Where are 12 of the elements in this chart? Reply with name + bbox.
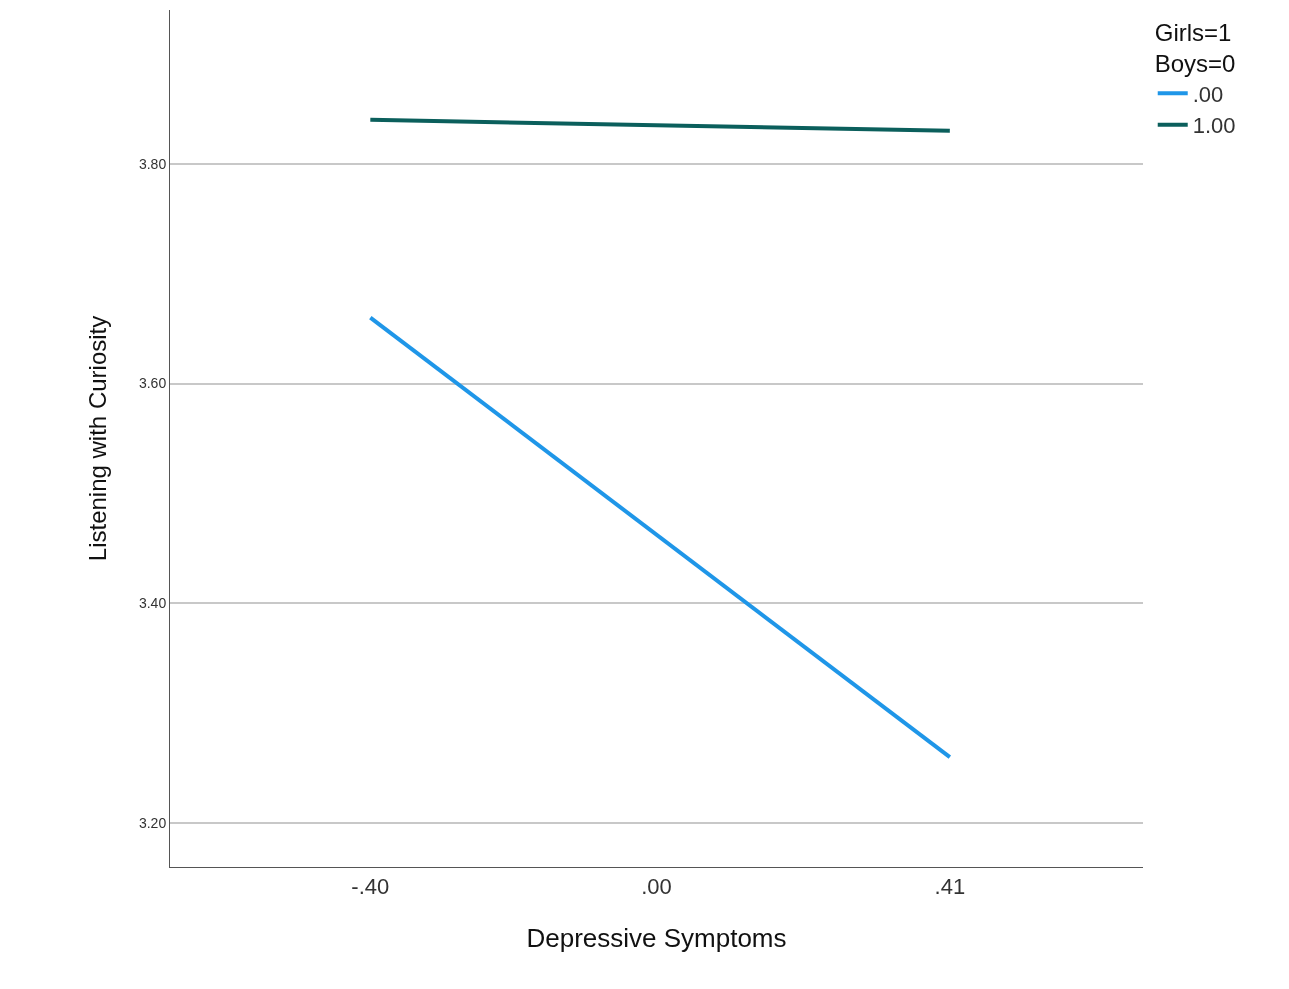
y-tick-label: 3.20	[138, 814, 167, 831]
x-tick-label: -.40	[351, 874, 390, 900]
legend-label: 1.00	[1192, 113, 1236, 139]
x-axis-title: Depressive Symptoms	[526, 923, 787, 954]
x-tick-label: .41	[934, 874, 966, 900]
legend-label: .00	[1192, 81, 1224, 107]
y-tick-label: 3.60	[138, 375, 167, 392]
legend-title: Girls=1 Boys=0	[1154, 19, 1236, 78]
x-tick-label: .00	[641, 874, 672, 900]
y-tick-label: 3.40	[138, 595, 167, 612]
y-axis-title: Listening with Curiosity	[84, 315, 112, 562]
y-tick-label: 3.80	[138, 155, 167, 172]
